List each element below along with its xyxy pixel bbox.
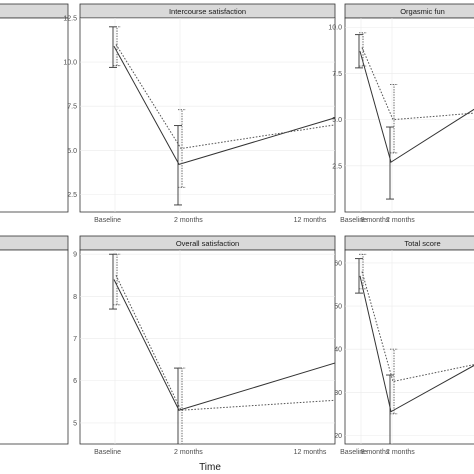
x-tick-label: 12 months — [294, 449, 327, 456]
x-tick-label: Baseline — [94, 449, 121, 456]
y-tick-label: 60 — [334, 260, 342, 267]
y-tick-label: 9 — [73, 252, 77, 259]
panel-3: Orgasmic fun 2.5 5.0 7.5 10.0 Baseline 2 month… — [328, 3, 474, 224]
series-line-dotted — [361, 271, 474, 383]
x-tick-label: 2 months — [386, 449, 415, 456]
x-tick-label: Baseline — [94, 217, 121, 224]
x-tick-label: Baseline — [340, 217, 367, 224]
panel-5: Overall satisfaction 5 6 7 8 9 Baseline 2 month… — [73, 235, 390, 456]
strip — [0, 235, 69, 251]
series-line-dotted — [115, 275, 335, 411]
strip-title: Intercourse satisfaction — [169, 7, 246, 16]
x-tick-label: 12 months — [294, 217, 327, 224]
series-line-solid — [113, 279, 335, 411]
y-tick-label: 40 — [334, 347, 342, 354]
strip-title: Total score — [404, 239, 440, 248]
panel-frame — [344, 249, 474, 445]
grid — [80, 250, 335, 444]
x-axis-title: Time — [199, 462, 221, 473]
panel-1: 12 months — [0, 3, 327, 224]
y-tick-label: 2.5 — [332, 163, 342, 170]
series-group — [355, 32, 474, 200]
strip — [0, 3, 69, 19]
y-tick-label: 50 — [334, 304, 342, 311]
series-line-dotted — [115, 44, 335, 150]
x-tick-label: 2 months — [174, 217, 203, 224]
y-tick-label: 20 — [334, 433, 342, 440]
panels-group: 12 months Intercourse satisfaction 2.5 5.0 7… — [0, 3, 474, 456]
y-tick-label: 30 — [334, 390, 342, 397]
panel-4: 12 months — [0, 235, 327, 456]
y-tick-label: 2.5 — [67, 192, 77, 199]
grid — [345, 18, 474, 212]
y-tick-label: 7.5 — [67, 104, 77, 111]
panel-2: Intercourse satisfaction 2.5 5.0 7.5 10.0 12.… — [63, 3, 390, 224]
y-tick-label: 12.5 — [63, 16, 77, 23]
panel-frame — [344, 17, 474, 213]
panel-frame — [0, 249, 69, 445]
series-line-solid — [113, 45, 335, 165]
strip-title: Orgasmic fun — [400, 7, 445, 16]
panel-frame — [79, 17, 336, 213]
series-group — [355, 253, 474, 444]
y-tick-label: 6 — [73, 378, 77, 385]
y-tick-label: 10.0 — [328, 25, 342, 32]
y-tick-label: 5 — [73, 420, 77, 427]
series-line-solid — [359, 51, 474, 163]
panel-frame — [0, 17, 69, 213]
y-tick-label: 8 — [73, 294, 77, 301]
series-group — [109, 253, 335, 444]
y-tick-label: 5.0 — [332, 117, 342, 124]
panel-6: Total score 20 30 40 50 60 Baseline 2 months — [334, 235, 474, 456]
strip-title: Overall satisfaction — [176, 239, 239, 248]
series-group — [109, 26, 335, 206]
x-tick-label: 2 months — [174, 449, 203, 456]
x-tick-label: 8 months — [361, 217, 390, 224]
x-tick-label: 8 months — [361, 449, 390, 456]
y-tick-label: 7 — [73, 336, 77, 343]
y-tick-label: 10.0 — [63, 60, 77, 67]
series-line-dotted — [361, 47, 474, 121]
series-line-solid — [359, 275, 474, 413]
panel-frame — [79, 249, 336, 445]
y-tick-label: 7.5 — [332, 71, 342, 78]
y-tick-label: 5.0 — [67, 148, 77, 155]
x-tick-label: Baseline — [340, 449, 367, 456]
x-tick-label: 2 months — [386, 217, 415, 224]
grid — [80, 18, 335, 212]
